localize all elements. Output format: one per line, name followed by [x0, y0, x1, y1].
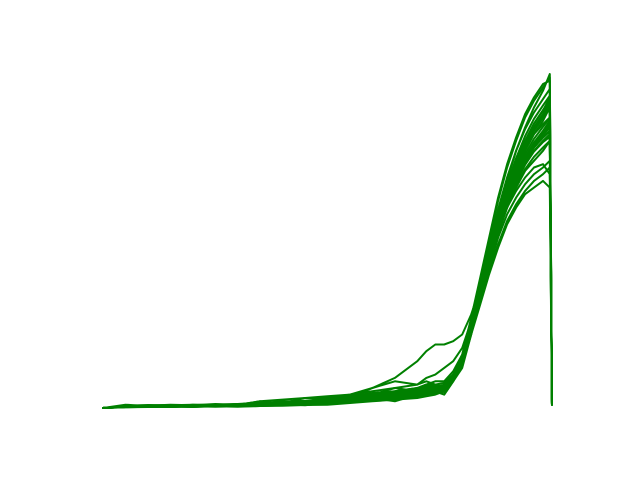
- series-line-23: [102, 94, 553, 409]
- series-line-1: [102, 73, 553, 409]
- series-line-10: [102, 179, 553, 409]
- series-line-7: [102, 76, 553, 409]
- series-line-16: [102, 88, 553, 409]
- series-group: [102, 73, 553, 409]
- series-line-30: [102, 126, 553, 409]
- series-line-11: [102, 79, 553, 409]
- series-line-4: [102, 96, 553, 409]
- series-line-15: [102, 166, 553, 409]
